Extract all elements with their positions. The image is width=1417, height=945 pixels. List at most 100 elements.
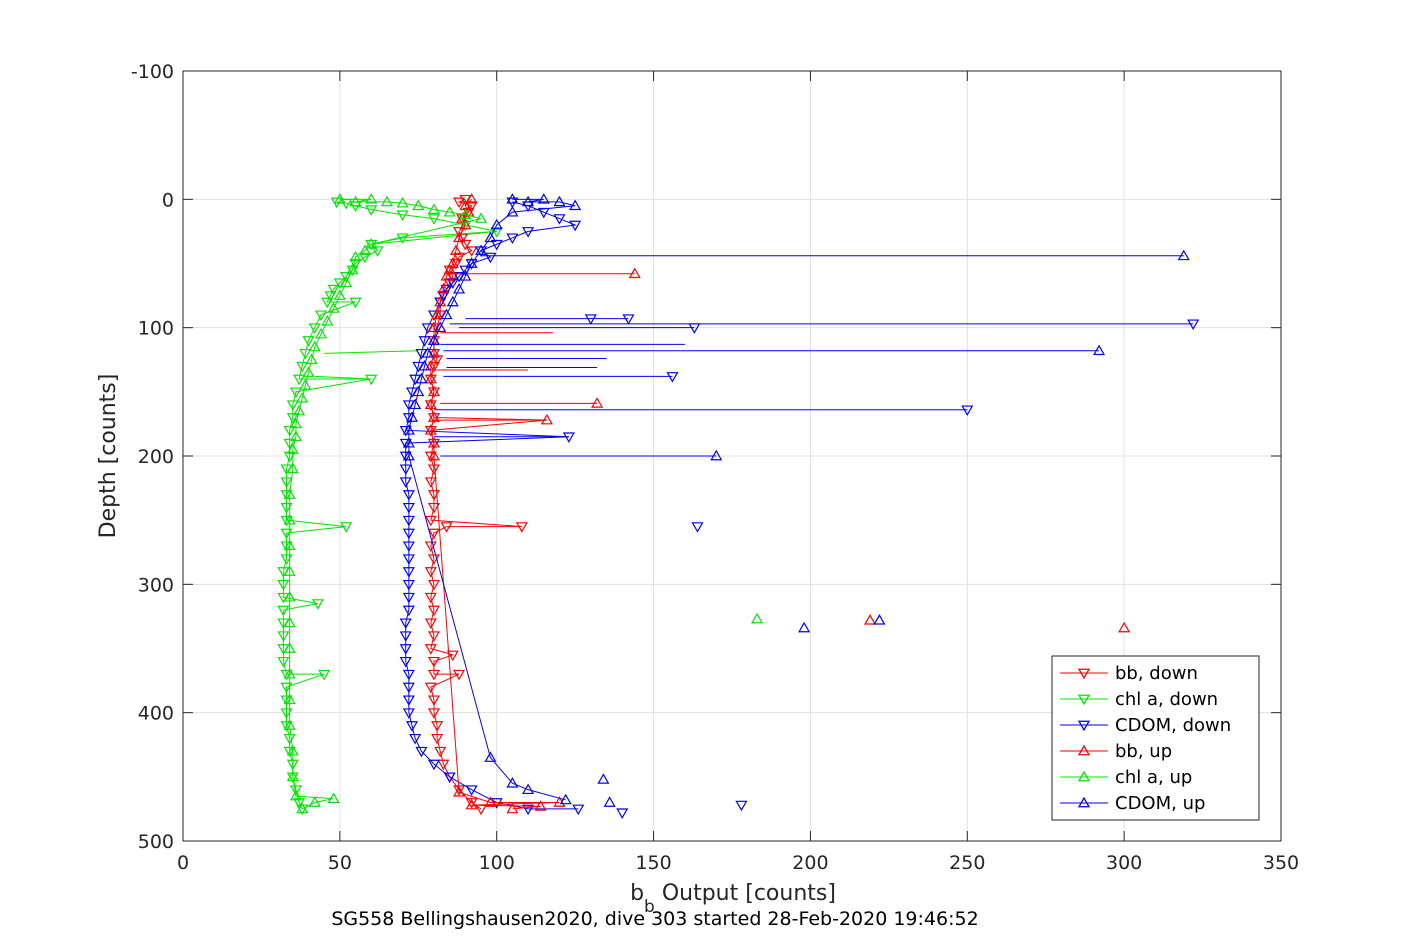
data-point <box>365 374 378 386</box>
data-point <box>327 792 340 803</box>
data-point <box>459 239 472 251</box>
data-point <box>427 669 441 681</box>
series-line <box>289 198 482 810</box>
legend-label: CDOM, down <box>1115 715 1231 736</box>
data-point <box>324 291 337 302</box>
data-point <box>424 567 437 578</box>
data-point <box>409 733 422 745</box>
data-point <box>277 605 290 617</box>
data-point <box>474 212 488 223</box>
data-point <box>315 327 328 339</box>
data-point <box>280 541 293 553</box>
data-points <box>277 193 1200 819</box>
data-point <box>465 193 478 204</box>
data-point <box>308 340 321 352</box>
data-point <box>427 656 441 668</box>
data-point <box>1093 344 1106 356</box>
data-point <box>365 238 378 249</box>
y-tick-label: 100 <box>138 318 174 340</box>
data-point <box>427 203 441 214</box>
data-point <box>402 436 415 448</box>
data-point <box>286 400 299 411</box>
data-point <box>688 323 701 334</box>
data-point <box>449 244 462 256</box>
data-point <box>315 310 328 322</box>
data-point <box>283 746 296 758</box>
data-point <box>283 565 296 576</box>
data-point <box>569 220 582 232</box>
data-point <box>409 398 422 410</box>
data-point <box>311 599 324 610</box>
data-point <box>427 413 441 424</box>
data-point <box>396 233 409 245</box>
data-point <box>321 297 334 309</box>
data-point <box>280 695 293 707</box>
data-point <box>358 252 371 264</box>
data-point <box>427 347 441 358</box>
data-point <box>402 528 415 540</box>
data-point <box>453 231 466 243</box>
data-point <box>465 798 478 809</box>
data-point <box>710 449 723 461</box>
data-point <box>283 488 296 499</box>
data-point <box>427 605 441 617</box>
y-axis-ticks: -100 0 100 200 300 400 500 <box>131 61 1281 853</box>
data-point <box>446 295 459 307</box>
data-point <box>453 786 466 797</box>
data-point <box>453 197 466 209</box>
data-point <box>399 631 412 642</box>
data-point <box>427 387 441 399</box>
data-point <box>1177 249 1190 261</box>
data-point <box>584 314 597 325</box>
data-point <box>402 669 415 681</box>
data-point <box>333 193 346 204</box>
legend-marker <box>1077 796 1091 808</box>
data-point <box>296 804 309 816</box>
data-point <box>424 451 437 463</box>
data-point <box>691 522 704 533</box>
data-point <box>440 270 453 281</box>
legend-marker <box>1077 744 1091 756</box>
data-point <box>283 539 296 551</box>
data-point <box>289 417 302 429</box>
data-point <box>399 656 412 668</box>
data-point <box>283 616 296 628</box>
x-tick-label: 150 <box>635 852 671 874</box>
data-point <box>666 372 679 383</box>
x-axis-label: bb Output [counts] <box>630 881 836 917</box>
data-point <box>446 650 459 662</box>
x-tick-label: 100 <box>479 852 515 874</box>
data-point <box>537 193 550 204</box>
y-tick-label: 400 <box>138 703 174 725</box>
data-point <box>402 708 415 719</box>
data-point <box>506 193 519 204</box>
data-point <box>277 656 290 668</box>
data-point <box>440 284 453 296</box>
data-point <box>280 554 293 565</box>
data-point <box>280 708 293 719</box>
y-tick-label: 300 <box>138 574 174 596</box>
data-point <box>402 605 415 617</box>
data-point <box>465 246 478 257</box>
data-point <box>424 592 437 604</box>
data-point <box>522 804 535 816</box>
data-point <box>283 667 296 679</box>
data-point <box>437 282 450 294</box>
data-point <box>431 733 444 745</box>
data-point <box>424 400 437 411</box>
data-point <box>453 669 466 681</box>
data-point <box>603 796 616 807</box>
data-point <box>553 195 566 207</box>
x-tick-label: 0 <box>177 852 189 874</box>
data-point <box>380 195 393 207</box>
data-point <box>305 353 318 365</box>
data-point <box>340 522 353 533</box>
data-point <box>427 579 441 591</box>
data-point <box>399 464 412 476</box>
data-point <box>289 430 302 442</box>
data-point <box>327 284 340 296</box>
data-point <box>427 385 441 397</box>
data-point <box>798 621 811 633</box>
data-point <box>622 314 635 325</box>
data-point <box>283 719 296 730</box>
